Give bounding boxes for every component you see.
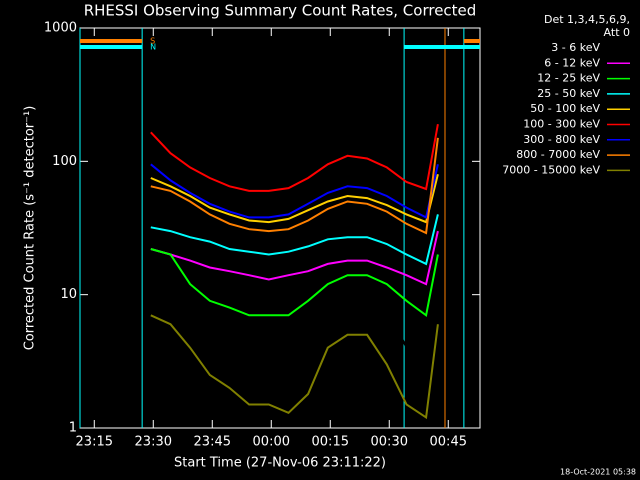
- legend-label: 7000 - 15000 keV: [502, 163, 600, 176]
- x-tick-label: 23:30: [135, 435, 172, 450]
- flag-label: N: [150, 43, 156, 52]
- series-line: [150, 214, 439, 266]
- legend-label: 6 - 12 keV: [544, 56, 600, 69]
- series-line: [150, 163, 439, 219]
- x-tick-label: 00:00: [253, 435, 290, 450]
- legend-header: Att 0: [604, 26, 630, 39]
- series-line: [150, 230, 439, 286]
- legend-header: Det 1,3,4,5,6,9,: [544, 13, 630, 26]
- y-tick-label: 10: [60, 287, 77, 302]
- x-tick-label: 23:15: [76, 435, 113, 450]
- y-tick-label: 1000: [44, 21, 77, 36]
- footer: 18-Oct-2021 05:38: [560, 468, 636, 477]
- legend-label: 800 - 7000 keV: [516, 148, 600, 161]
- x-tick-label: 00:30: [371, 435, 408, 450]
- legend-label: 12 - 25 keV: [537, 72, 600, 85]
- series-line: [150, 124, 439, 192]
- y-tick-label: 1: [69, 421, 77, 436]
- series-line: [150, 314, 439, 420]
- y-tick-label: 100: [52, 154, 77, 169]
- x-tick-label: 00:45: [430, 435, 467, 450]
- y-axis-label: Corrected Count Rate (s⁻¹ detector⁻¹): [23, 106, 38, 351]
- legend-label: 3 - 6 keV: [551, 41, 600, 54]
- series-line: [150, 248, 439, 318]
- plot-frame: [79, 27, 481, 429]
- x-axis-label: Start Time (27-Nov-06 23:11:22): [174, 456, 386, 471]
- series-line: [150, 271, 439, 357]
- flag-label: S: [150, 37, 155, 46]
- legend-label: 50 - 100 keV: [530, 102, 600, 115]
- chart-title: RHESSI Observing Summary Count Rates, Co…: [84, 2, 477, 20]
- x-tick-label: 23:45: [194, 435, 231, 450]
- legend-label: 100 - 300 keV: [523, 118, 600, 131]
- series-line: [150, 137, 439, 235]
- series-line: [150, 174, 439, 224]
- legend-label: 300 - 800 keV: [523, 133, 600, 146]
- x-tick-label: 00:15: [312, 435, 349, 450]
- legend-label: 25 - 50 keV: [537, 87, 600, 100]
